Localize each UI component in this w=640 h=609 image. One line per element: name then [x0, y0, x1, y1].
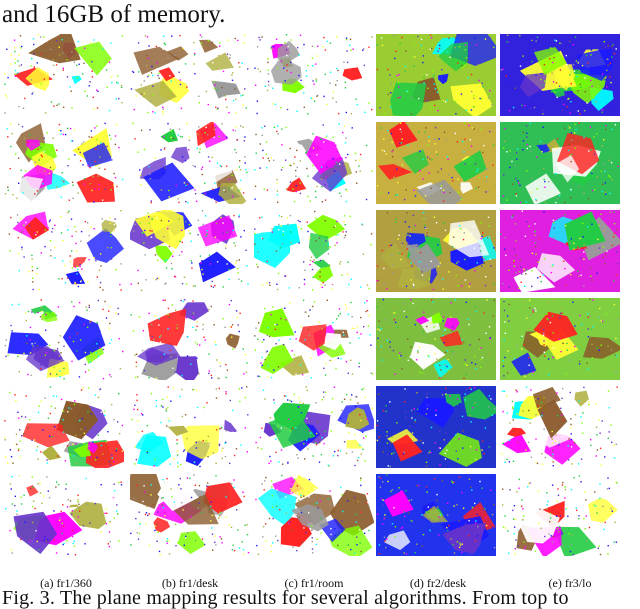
thumbnail-r4-c1: [4, 298, 124, 380]
thumbnail-r6-c5: [500, 474, 620, 556]
thumbnail-r2-c5: [500, 122, 620, 204]
thumbnail-r3-c1: [4, 210, 124, 292]
caption-col-b: (b) fr1/desk: [161, 576, 219, 590]
thumbnail-r4-c2: [130, 298, 250, 380]
thumbnail-r4-c4: [376, 298, 496, 380]
thumbnail-r5-c4: [376, 386, 496, 468]
thumbnail-r3-c3: [254, 210, 374, 292]
thumbnail-r5-c5: [500, 386, 620, 468]
figure-caption: Fig. 3. The plane mapping results for se…: [2, 587, 569, 609]
caption-col-c: (c) fr1/room: [284, 576, 344, 590]
thumbnail-r5-c3: [254, 386, 374, 468]
thumbnail-r4-c5: [500, 298, 620, 380]
thumbnail-r1-c1: [4, 34, 124, 116]
thumbnail-r4-c3: [254, 298, 374, 380]
thumbnail-r1-c2: [130, 34, 250, 116]
thumbnail-r2-c1: [4, 122, 124, 204]
thumbnail-r3-c5: [500, 210, 620, 292]
thumbnail-r2-c4: [376, 122, 496, 204]
caption-col-a: (a) fr1/360: [40, 576, 92, 590]
thumbnail-r5-c2: [130, 386, 250, 468]
caption-col-d: (d) fr2/desk: [409, 576, 467, 590]
thumbnail-r3-c4: [376, 210, 496, 292]
thumbnail-r6-c3: [254, 474, 374, 556]
thumbnail-r1-c5: [500, 34, 620, 116]
thumbnail-r6-c2: [130, 474, 250, 556]
thumbnail-r3-c2: [130, 210, 250, 292]
caption-col-e: (e) fr3/lo: [548, 576, 592, 590]
thumbnail-r2-c3: [254, 122, 374, 204]
thumbnail-r2-c2: [130, 122, 250, 204]
thumbnail-r6-c1: [4, 474, 124, 556]
thumbnail-r1-c4: [376, 34, 496, 116]
thumbnail-r6-c4: [376, 474, 496, 556]
thumbnail-r5-c1: [4, 386, 124, 468]
thumbnail-r1-c3: [254, 34, 374, 116]
plane-mapping-figure-grid: [0, 34, 640, 574]
intro-line: and 16GB of memory.: [2, 1, 226, 28]
